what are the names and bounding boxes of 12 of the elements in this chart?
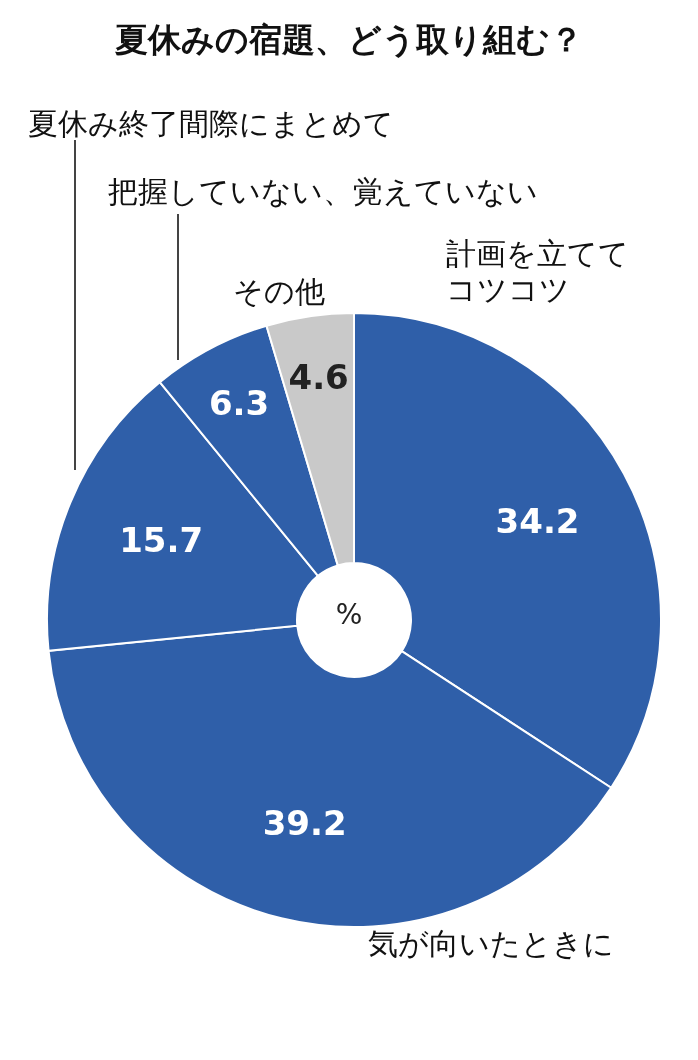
- data-label: 4.6: [288, 356, 349, 397]
- slice-label: 気が向いたときに: [368, 926, 615, 962]
- slice-label: 夏休み終了間際にまとめて: [28, 106, 395, 142]
- slice-label: その他: [233, 274, 326, 310]
- data-label: 15.7: [119, 520, 204, 561]
- data-label: 39.2: [262, 802, 347, 843]
- text: %: [334, 597, 364, 633]
- chart-title: 夏休みの宿題、どう取り組む？: [114, 19, 584, 61]
- slice-label: 計画を立ててコツコツ: [446, 236, 630, 308]
- data-label: 34.2: [495, 500, 580, 541]
- data-label: 6.3: [208, 382, 270, 423]
- slice-label: 把握していない、覚えていない: [108, 174, 539, 210]
